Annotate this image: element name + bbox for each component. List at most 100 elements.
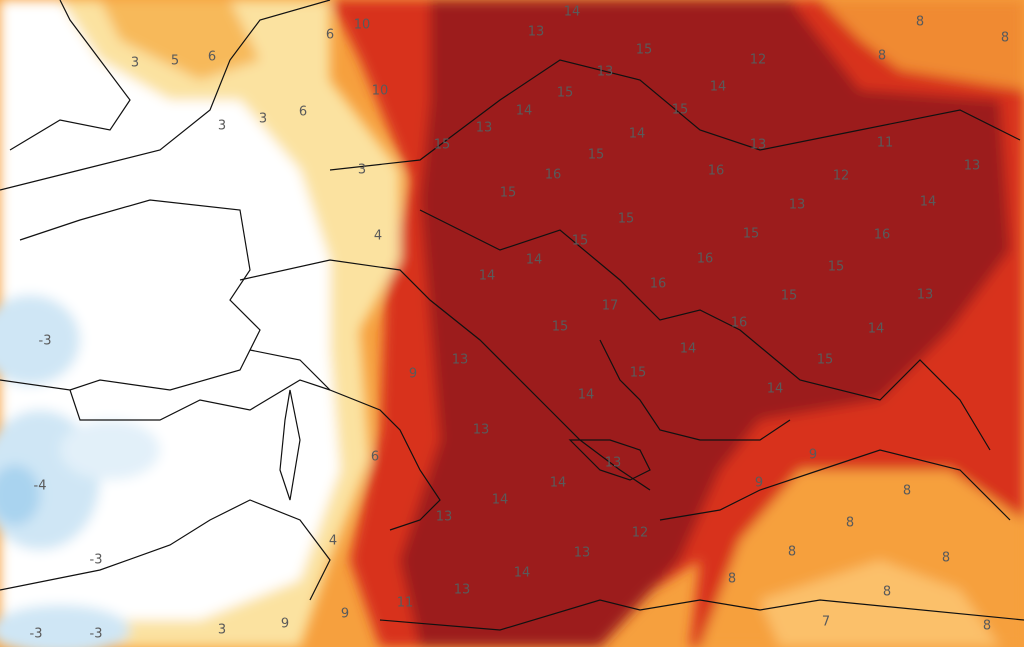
- value-label: 14: [564, 5, 581, 20]
- value-label: 15: [630, 366, 647, 381]
- value-label: 8: [916, 15, 924, 30]
- value-label: -3: [90, 553, 103, 568]
- value-label: 14: [629, 127, 646, 142]
- value-label: 16: [708, 164, 725, 179]
- value-label: 13: [454, 583, 471, 598]
- value-label: 13: [473, 423, 490, 438]
- orange-ne: [820, 0, 1024, 90]
- value-label: 8: [883, 585, 891, 600]
- value-label: 13: [789, 198, 806, 213]
- value-label: 13: [436, 510, 453, 525]
- value-label: 6: [371, 450, 379, 465]
- value-label: 3: [218, 119, 226, 134]
- value-label: 5: [171, 54, 179, 69]
- coastline: [69, 379, 331, 421]
- value-label: -3: [90, 627, 103, 642]
- coastline: [249, 349, 441, 531]
- value-label: 8: [846, 516, 854, 531]
- value-label: 8: [903, 484, 911, 499]
- blue-zone: [0, 605, 130, 647]
- blue-zone: [60, 420, 160, 480]
- value-label: 8: [983, 619, 991, 634]
- value-label: 11: [397, 596, 414, 611]
- value-label: 8: [942, 551, 950, 566]
- value-label: 7: [822, 615, 830, 630]
- blue-zone: [0, 295, 80, 385]
- value-label: 15: [636, 43, 653, 58]
- light-orange-se: [760, 560, 1000, 647]
- border: [419, 209, 991, 451]
- value-label: 15: [828, 260, 845, 275]
- value-label: 13: [574, 546, 591, 561]
- value-label: 13: [597, 65, 614, 80]
- value-label: 14: [492, 493, 509, 508]
- value-label: 4: [329, 534, 337, 549]
- value-label: 9: [341, 607, 349, 622]
- value-label: 13: [605, 456, 622, 471]
- value-label: 3: [218, 623, 226, 638]
- coastline: [0, 199, 261, 391]
- value-label: 14: [920, 195, 937, 210]
- coastline: [599, 339, 791, 441]
- value-label: 13: [750, 138, 767, 153]
- value-label: 12: [833, 169, 850, 184]
- value-label: 3: [358, 163, 366, 178]
- value-label: 15: [552, 320, 569, 335]
- value-label: 15: [434, 138, 451, 153]
- value-label: 13: [917, 288, 934, 303]
- value-label: 15: [618, 212, 635, 227]
- value-label: 16: [545, 168, 562, 183]
- value-label: 4: [374, 229, 382, 244]
- value-label: 8: [788, 545, 796, 560]
- value-label: 9: [409, 367, 417, 382]
- value-label: 6: [208, 50, 216, 65]
- value-label: 3: [259, 112, 267, 127]
- value-label: 9: [281, 617, 289, 632]
- value-label: 14: [526, 253, 543, 268]
- value-label: 9: [755, 476, 763, 491]
- value-label: 17: [602, 299, 619, 314]
- orange-nw: [100, 0, 260, 80]
- value-label: 13: [476, 121, 493, 136]
- value-label: -3: [30, 627, 43, 642]
- value-label: 14: [680, 342, 697, 357]
- value-label: 14: [550, 476, 567, 491]
- value-label: 16: [650, 277, 667, 292]
- value-label: 8: [728, 572, 736, 587]
- dark-red-zone: [400, 0, 1010, 647]
- value-label: 14: [710, 80, 727, 95]
- coastline: [379, 599, 1024, 631]
- value-label: 13: [964, 159, 981, 174]
- value-label: 16: [874, 228, 891, 243]
- value-label: -4: [34, 479, 47, 494]
- value-label: 10: [354, 18, 371, 33]
- value-label: 14: [868, 322, 885, 337]
- coastline: [0, 499, 331, 601]
- blue-zone: [0, 465, 40, 525]
- coastline: [239, 259, 651, 491]
- value-label: 8: [1001, 31, 1009, 46]
- value-label: 15: [743, 227, 760, 242]
- value-label: 14: [767, 382, 784, 397]
- value-label: 11: [877, 136, 894, 151]
- value-label: 16: [731, 316, 748, 331]
- value-label: 15: [557, 86, 574, 101]
- value-label: 15: [781, 289, 798, 304]
- value-label: 8: [878, 49, 886, 64]
- value-label: 14: [479, 269, 496, 284]
- value-label: -3: [39, 334, 52, 349]
- island: [279, 389, 301, 501]
- value-label: 14: [516, 104, 533, 119]
- value-label: 15: [672, 103, 689, 118]
- value-label: 12: [632, 526, 649, 541]
- value-label: 10: [372, 84, 389, 99]
- value-label: 3: [131, 56, 139, 71]
- value-label: 15: [817, 353, 834, 368]
- value-label: 13: [528, 25, 545, 40]
- value-label: 15: [500, 186, 517, 201]
- border: [329, 59, 1021, 171]
- coastline: [659, 449, 1011, 521]
- coastline: [568, 439, 651, 481]
- coastline: [0, 0, 331, 191]
- value-label: 6: [299, 105, 307, 120]
